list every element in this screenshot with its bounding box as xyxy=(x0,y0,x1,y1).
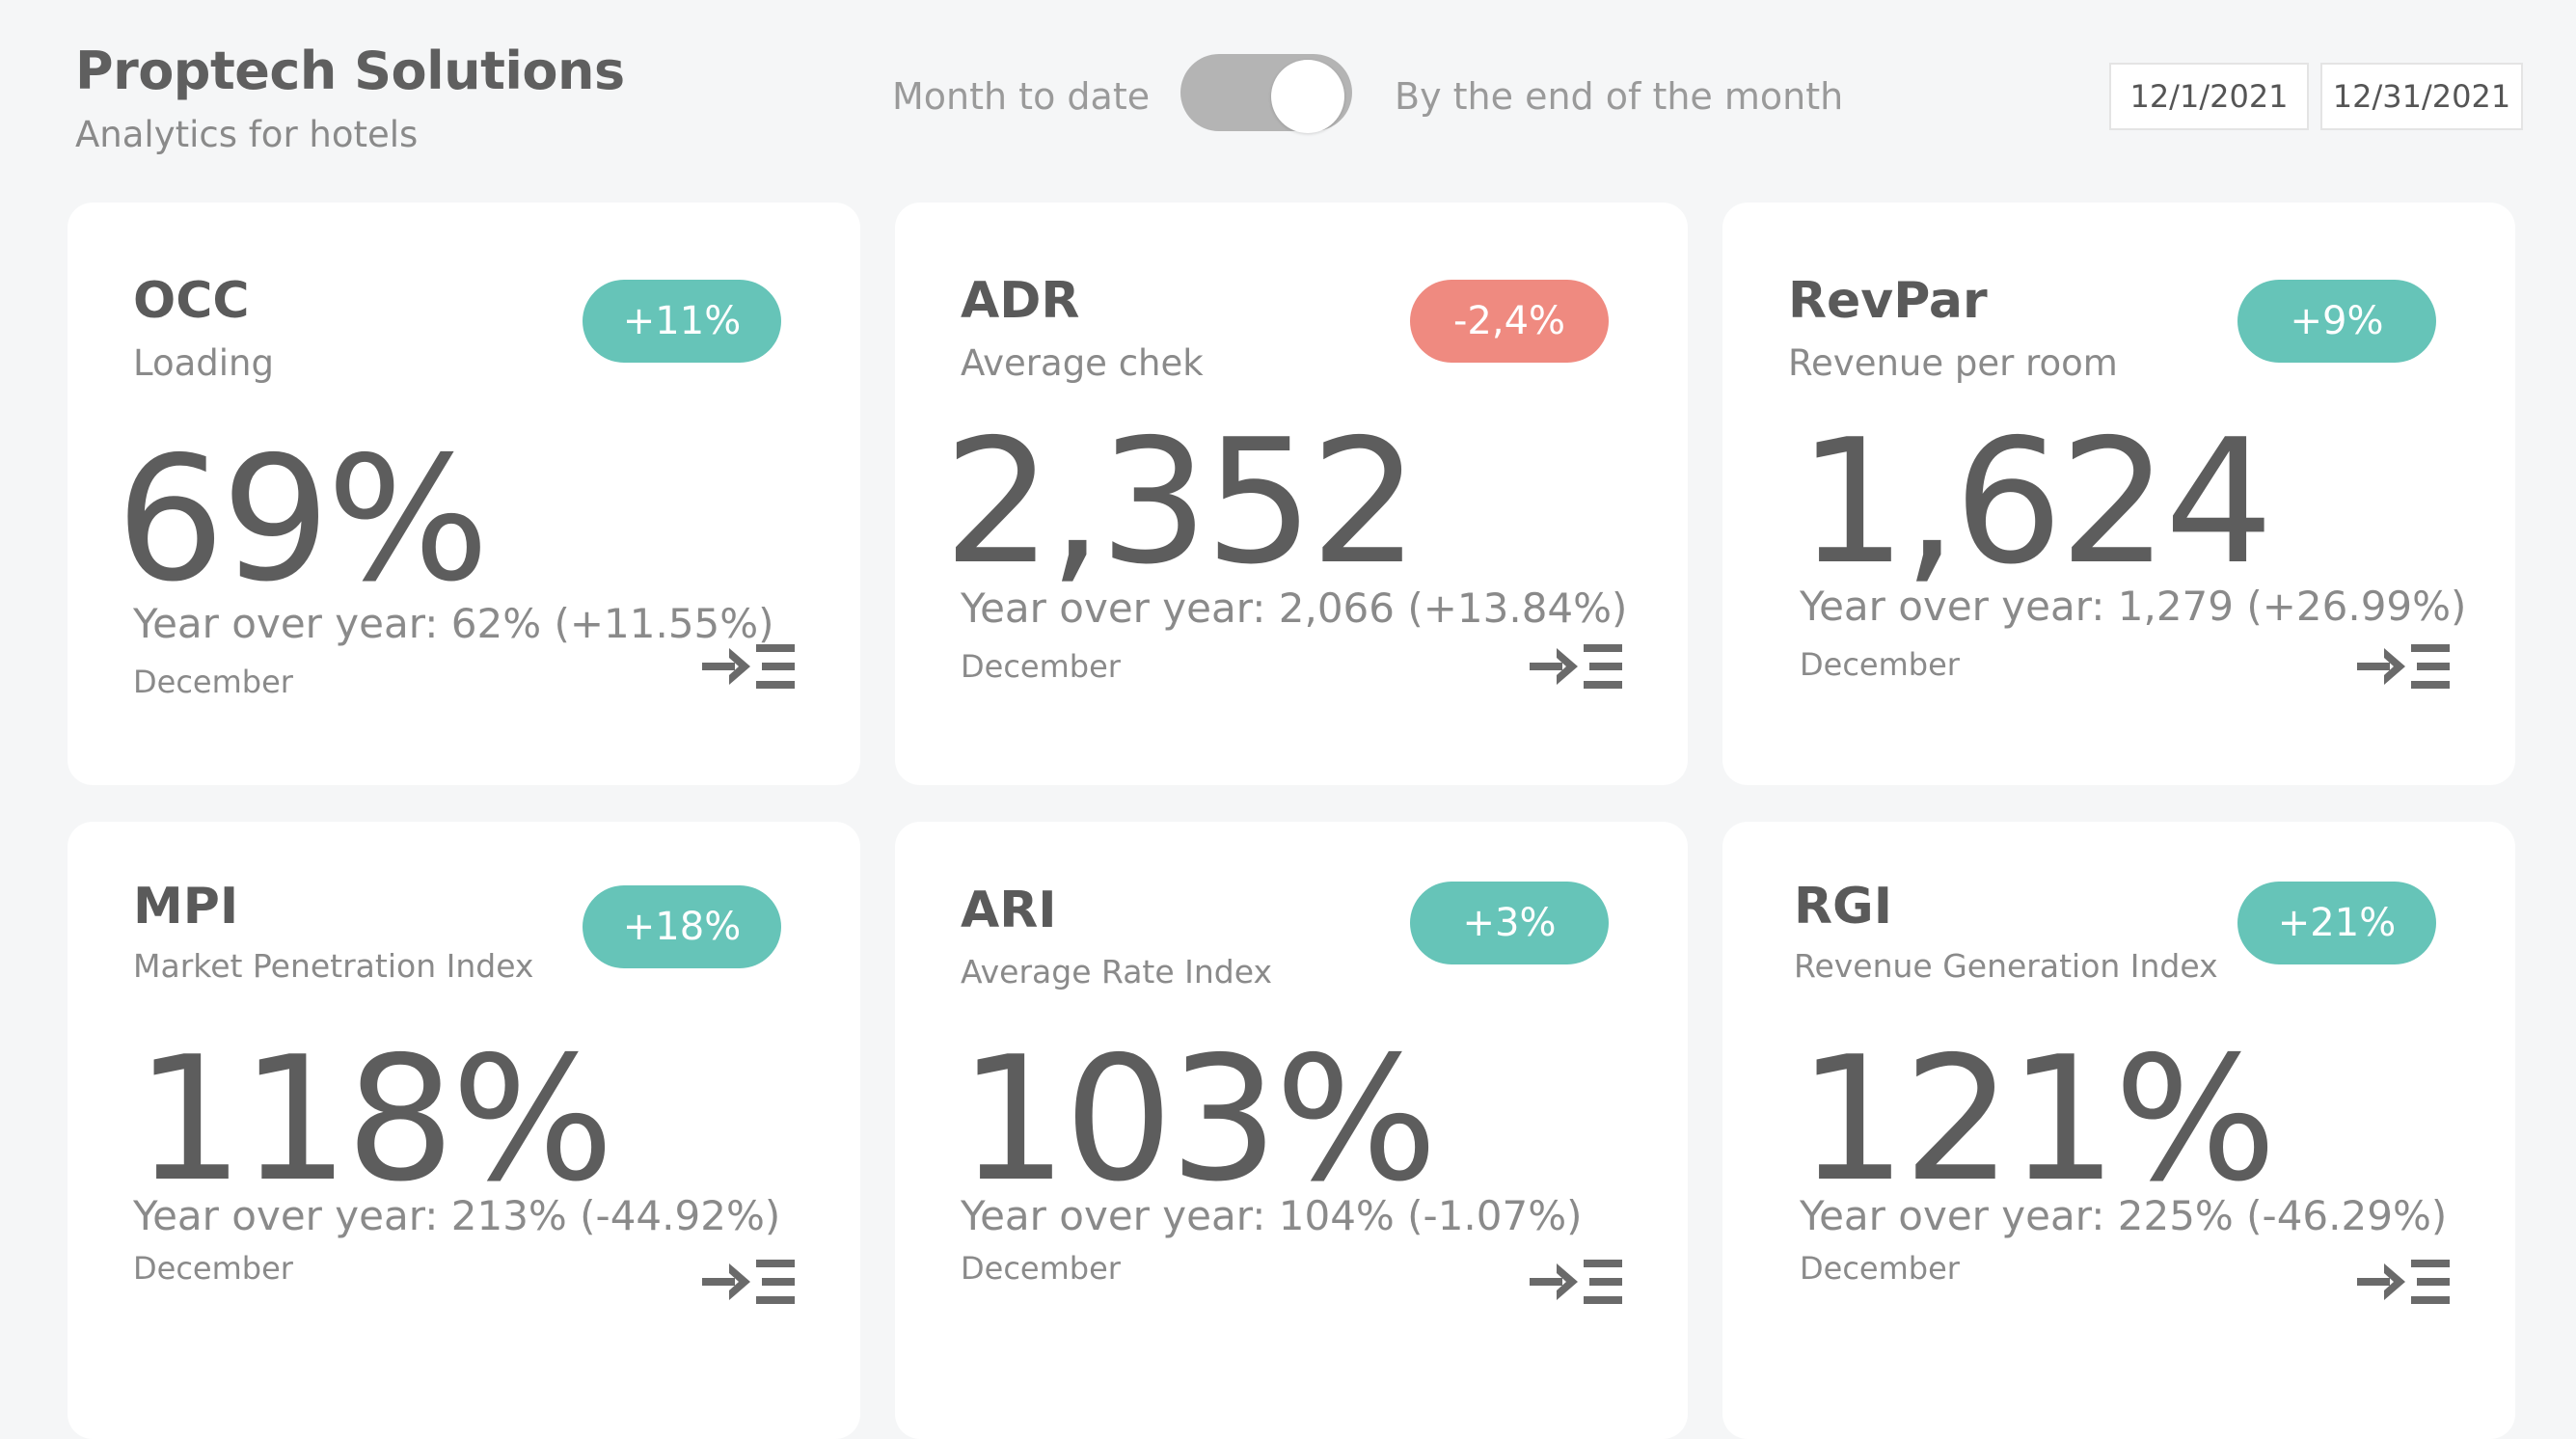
kpi-value: 103% xyxy=(959,1019,1438,1219)
kpi-value: 121% xyxy=(1798,1019,2277,1219)
kpi-card-ari: ARI Average Rate Index +3% 103% Year ove… xyxy=(895,822,1688,1439)
kpi-value: 118% xyxy=(135,1019,614,1219)
kpi-change-badge: +9% xyxy=(2237,280,2436,363)
kpi-year-over-year: Year over year: 225% (-46.29%) xyxy=(1800,1192,2448,1239)
drill-through-icon[interactable] xyxy=(702,642,797,691)
page-title: Proptech Solutions xyxy=(75,41,625,101)
kpi-title: RevPar xyxy=(1788,272,1988,330)
kpi-year-over-year: Year over year: 1,279 (+26.99%) xyxy=(1800,583,2467,630)
drill-through-icon[interactable] xyxy=(2357,642,2452,691)
kpi-card-rgi: RGI Revenue Generation Index +21% 121% Y… xyxy=(1722,822,2515,1439)
kpi-value: 69% xyxy=(116,420,490,619)
kpi-subtitle: Average Rate Index xyxy=(961,953,1273,991)
drill-through-icon[interactable] xyxy=(702,1258,797,1306)
drill-through-icon[interactable] xyxy=(1530,1258,1624,1306)
kpi-subtitle: Revenue per room xyxy=(1788,342,2118,384)
kpi-change-badge: +18% xyxy=(583,885,781,968)
kpi-year-over-year: Year over year: 62% (+11.55%) xyxy=(133,600,774,647)
kpi-period: December xyxy=(133,664,293,700)
kpi-change-badge: +11% xyxy=(583,280,781,363)
kpi-title: ADR xyxy=(961,272,1080,330)
kpi-title: RGI xyxy=(1794,878,1893,936)
start-date-input[interactable]: 12/1/2021 xyxy=(2109,63,2309,130)
kpi-subtitle: Loading xyxy=(133,342,274,384)
page-subtitle: Analytics for hotels xyxy=(75,114,419,155)
kpi-subtitle: Market Penetration Index xyxy=(133,947,534,985)
kpi-period: December xyxy=(133,1250,293,1287)
toggle-label-month-to-date[interactable]: Month to date xyxy=(892,75,1151,118)
period-toggle-switch[interactable] xyxy=(1180,54,1352,133)
kpi-subtitle: Average chek xyxy=(961,342,1204,384)
kpi-change-badge: -2,4% xyxy=(1410,280,1609,363)
kpi-card-mpi: MPI Market Penetration Index +18% 118% Y… xyxy=(68,822,860,1439)
kpi-card-adr: ADR Average chek -2,4% 2,352 Year over y… xyxy=(895,203,1688,785)
kpi-period: December xyxy=(1800,1250,1960,1287)
kpi-value: 1,624 xyxy=(1798,402,2274,602)
kpi-year-over-year: Year over year: 104% (-1.07%) xyxy=(961,1192,1583,1239)
kpi-year-over-year: Year over year: 2,066 (+13.84%) xyxy=(961,584,1628,632)
kpi-period: December xyxy=(961,648,1121,685)
kpi-card-revpar: RevPar Revenue per room +9% 1,624 Year o… xyxy=(1722,203,2515,785)
kpi-year-over-year: Year over year: 213% (-44.92%) xyxy=(133,1192,781,1239)
kpi-title: OCC xyxy=(133,272,250,330)
drill-through-icon[interactable] xyxy=(2357,1258,2452,1306)
kpi-card-occ: OCC Loading +11% 69% Year over year: 62%… xyxy=(68,203,860,785)
toggle-label-end-of-month[interactable]: By the end of the month xyxy=(1395,75,1844,118)
kpi-period: December xyxy=(1800,646,1960,683)
toggle-knob xyxy=(1271,60,1344,133)
kpi-value: 2,352 xyxy=(943,402,1420,602)
end-date-input[interactable]: 12/31/2021 xyxy=(2320,63,2523,130)
kpi-change-badge: +21% xyxy=(2237,882,2436,964)
kpi-subtitle: Revenue Generation Index xyxy=(1794,947,2218,985)
kpi-period: December xyxy=(961,1250,1121,1287)
drill-through-icon[interactable] xyxy=(1530,642,1624,691)
kpi-change-badge: +3% xyxy=(1410,882,1609,964)
kpi-title: MPI xyxy=(133,878,239,936)
kpi-title: ARI xyxy=(961,882,1057,939)
